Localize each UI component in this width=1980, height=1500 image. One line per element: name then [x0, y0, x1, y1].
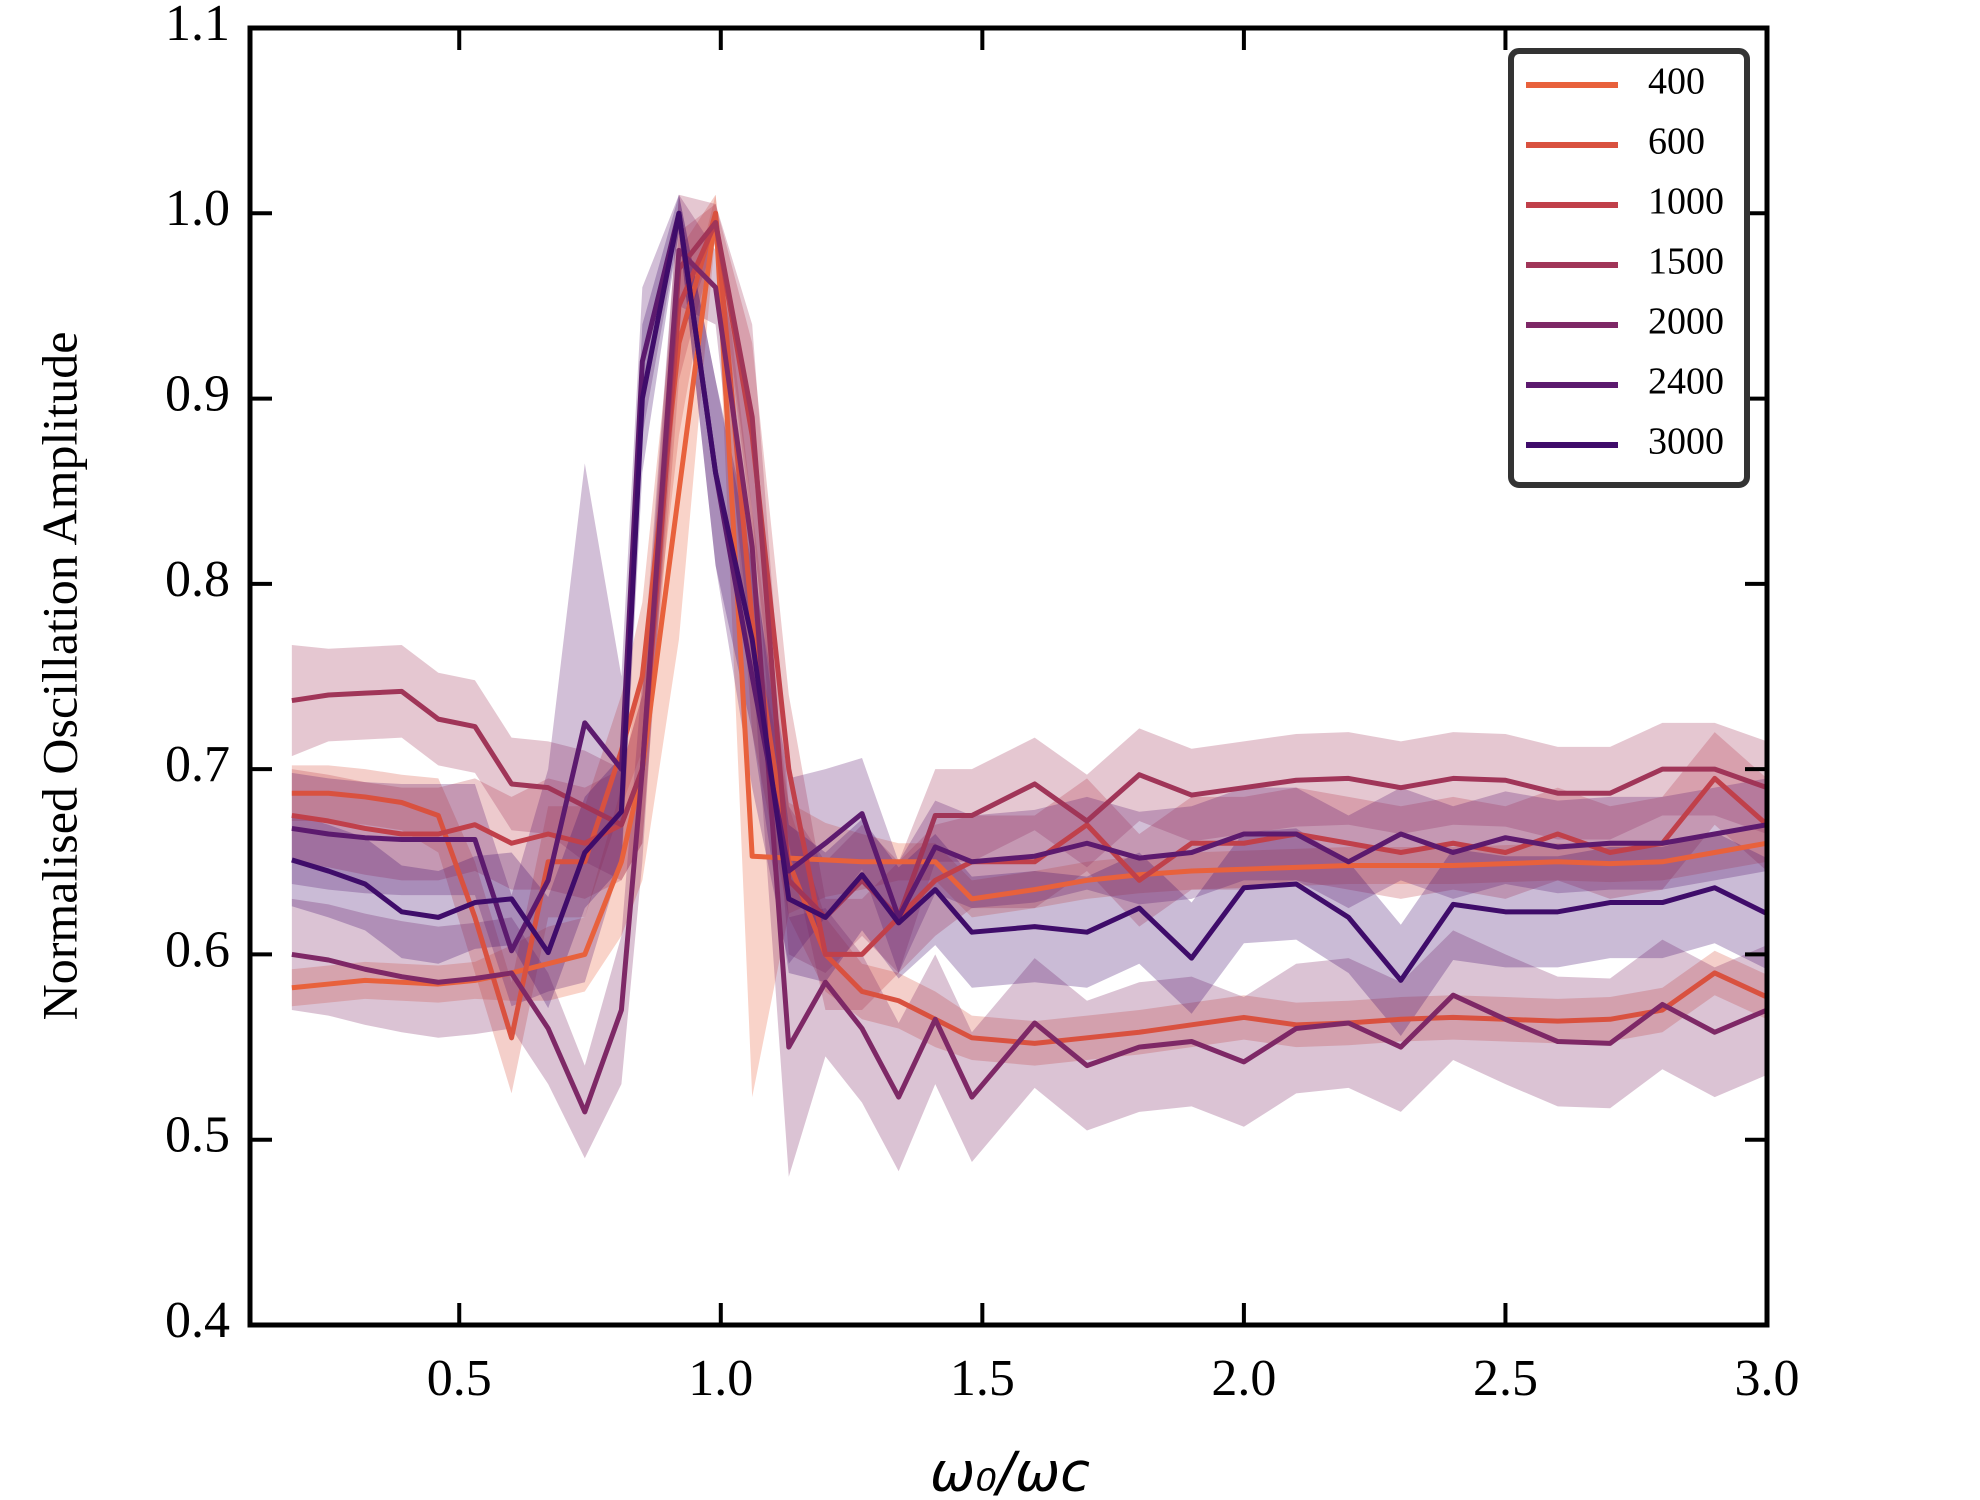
y-tick-label: 1.0 — [165, 180, 230, 237]
legend-label: 400 — [1648, 61, 1705, 103]
error-band — [291, 194, 1767, 1094]
plot-frame — [247, 25, 1770, 1328]
series-line — [291, 210, 1767, 983]
legend-label: 3000 — [1648, 421, 1724, 463]
y-tick-label: 1.1 — [165, 0, 230, 52]
legend-label: 1000 — [1648, 181, 1724, 223]
legend-box — [1508, 48, 1750, 488]
series-line — [291, 210, 1767, 1046]
x-tick-label: 0.5 — [427, 1350, 492, 1407]
y-tick-label: 0.9 — [165, 366, 230, 423]
y-tick-label: 0.8 — [165, 551, 230, 608]
error-band — [291, 194, 1767, 1098]
error-band — [291, 204, 1767, 1011]
error-band — [291, 194, 1767, 1007]
y-axis-label: Normalised Oscillation Amplitude — [31, 332, 87, 1021]
legend-label: 2000 — [1648, 301, 1724, 343]
x-tick-label: 2.5 — [1473, 1350, 1538, 1407]
x-tick-label: 1.0 — [688, 1350, 753, 1407]
legend-label: 1500 — [1648, 241, 1724, 283]
legend-label: 2400 — [1648, 361, 1724, 403]
series-line — [291, 247, 1767, 1115]
y-tick-label: 0.7 — [165, 736, 230, 793]
legend-label: 600 — [1648, 121, 1705, 163]
x-tick-label: 2.0 — [1211, 1350, 1276, 1407]
y-tick-label: 0.4 — [165, 1292, 230, 1349]
error-band — [291, 194, 1767, 1036]
series-line — [291, 210, 1767, 954]
error-band — [291, 194, 1767, 973]
y-tick-label: 0.6 — [165, 921, 230, 978]
plot-area — [291, 194, 1767, 1177]
y-tick-label: 0.5 — [165, 1107, 230, 1164]
x-tick-label: 1.5 — [950, 1350, 1015, 1407]
x-axis-label: ω₀/ωc — [930, 1441, 1090, 1500]
x-tick-label: 3.0 — [1735, 1350, 1800, 1407]
error-band — [291, 194, 1767, 1177]
